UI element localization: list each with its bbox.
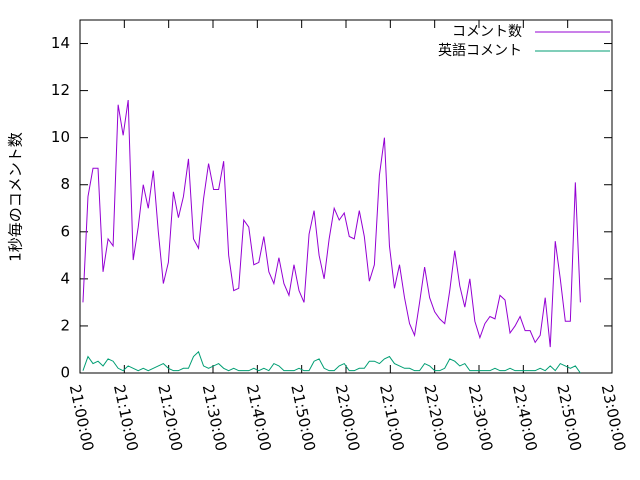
x-tick-label: 21:20:00 (154, 383, 186, 453)
y-tick-label: 14 (51, 34, 70, 52)
x-tick-label: 22:00:00 (332, 383, 364, 453)
x-tick-label: 22:40:00 (509, 383, 541, 453)
series-line (82, 99, 581, 348)
y-tick-label: 0 (60, 364, 70, 382)
x-tick-label: 21:10:00 (110, 383, 142, 453)
x-tick-label: 21:00:00 (66, 383, 98, 453)
x-tick-label: 21:30:00 (199, 383, 231, 453)
y-tick-label: 4 (60, 269, 70, 287)
series-line (82, 350, 581, 374)
y-tick-label: 12 (51, 81, 70, 99)
x-tick-label: 22:50:00 (553, 383, 585, 453)
x-tick-label: 21:50:00 (287, 383, 319, 453)
y-tick-label: 2 (60, 316, 70, 334)
y-tick-label: 10 (51, 128, 70, 146)
x-tick-label: 21:40:00 (243, 383, 275, 453)
legend-label: コメント数 (452, 24, 522, 40)
legend-label: 英語コメント (438, 42, 522, 59)
y-axis-label: 1秒毎のコメント数 (7, 132, 25, 262)
plot-frame (79, 19, 613, 374)
x-tick-label: 22:30:00 (465, 383, 497, 453)
y-tick-label: 8 (60, 175, 70, 193)
x-tick-label: 22:20:00 (420, 383, 452, 453)
y-tick-label: 6 (60, 222, 70, 240)
x-tick-label: 23:00:00 (598, 383, 630, 453)
x-tick-label: 22:10:00 (376, 383, 408, 453)
